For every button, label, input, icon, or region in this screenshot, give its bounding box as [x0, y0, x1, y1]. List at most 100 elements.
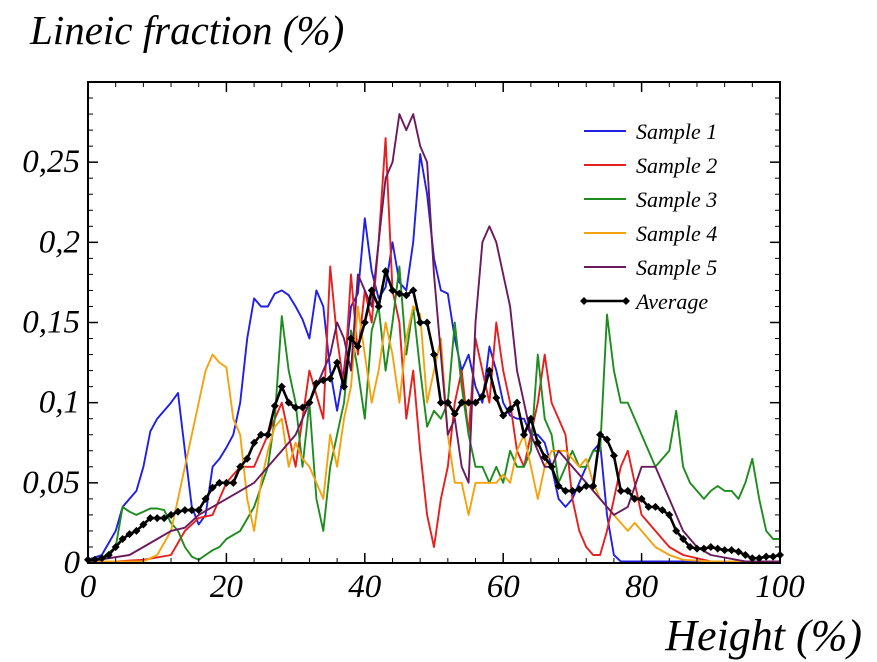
- average-marker: [506, 405, 515, 414]
- average-marker: [492, 393, 501, 402]
- average-marker: [153, 514, 162, 523]
- average-marker: [423, 318, 432, 327]
- average-marker: [596, 430, 605, 439]
- average-marker: [430, 350, 438, 359]
- x-tick-label: 20: [210, 569, 244, 605]
- average-marker: [180, 506, 189, 515]
- y-tick-label: 0: [64, 545, 81, 581]
- average-marker: [686, 542, 695, 551]
- y-tick-label: 0,05: [22, 465, 80, 501]
- average-marker: [485, 366, 494, 375]
- series-line-3: [87, 265, 780, 561]
- average-marker: [692, 544, 701, 553]
- average-marker: [395, 289, 404, 298]
- average-marker: [298, 403, 307, 412]
- average-marker: [589, 482, 598, 491]
- average-marker: [706, 542, 715, 551]
- average-marker: [436, 398, 445, 407]
- average-marker: [236, 462, 245, 471]
- average-marker: [547, 462, 556, 471]
- average-marker: [720, 546, 729, 555]
- average-marker: [499, 411, 508, 420]
- average-marker: [409, 286, 418, 295]
- average-marker: [679, 534, 688, 543]
- average-marker: [270, 401, 279, 410]
- average-marker: [526, 414, 535, 423]
- average-marker: [609, 451, 618, 460]
- average-marker: [194, 506, 203, 515]
- average-marker: [616, 486, 625, 495]
- average-marker: [561, 486, 570, 495]
- series-line-2: [88, 137, 780, 563]
- average-marker: [360, 318, 369, 327]
- average-marker: [353, 342, 362, 351]
- average-marker: [277, 382, 286, 391]
- legend: Sample 1 Sample 2 Sample 3 Sample 4 Sample 5…: [580, 119, 717, 314]
- average-marker: [118, 534, 127, 543]
- average-marker: [257, 430, 265, 439]
- average-marker: [416, 318, 425, 327]
- average-marker: [727, 546, 736, 555]
- average-marker: [478, 392, 487, 401]
- legend-label-6: Average: [634, 289, 708, 314]
- average-marker: [513, 398, 522, 407]
- average-marker: [125, 530, 134, 539]
- average-marker: [160, 514, 169, 523]
- average-marker: [132, 526, 141, 535]
- average-marker: [146, 514, 155, 523]
- average-marker: [305, 398, 314, 407]
- average-marker: [443, 398, 452, 407]
- average-marker: [741, 550, 750, 559]
- average-marker: [243, 454, 252, 463]
- average-marker: [250, 438, 259, 447]
- average-marker: [637, 494, 646, 503]
- average-marker: [519, 430, 528, 439]
- average-marker: [457, 398, 466, 407]
- average-marker: [603, 435, 611, 444]
- average-marker: [651, 502, 660, 511]
- average-marker: [187, 506, 196, 515]
- average-marker: [222, 478, 231, 487]
- x-axis-label: Height (%): [664, 611, 862, 660]
- x-tick-label: 100: [755, 569, 805, 605]
- average-marker: [97, 554, 106, 563]
- axes-layer: 0 20 40 60 80 100 0 0,05 0,1 0,15 0,2 0,25: [22, 81, 805, 605]
- average-marker: [450, 409, 459, 418]
- legend-marker: [580, 297, 588, 305]
- average-marker: [755, 554, 764, 563]
- x-tick-label: 40: [348, 569, 382, 605]
- average-marker: [554, 482, 563, 491]
- average-marker: [665, 510, 674, 519]
- average-marker: [388, 286, 397, 295]
- average-marker: [340, 382, 349, 391]
- average-marker: [229, 478, 238, 487]
- y-tick-label: 0,25: [22, 144, 80, 180]
- x-tick-label: 60: [487, 569, 521, 605]
- average-marker: [326, 374, 335, 383]
- average-marker: [699, 544, 708, 553]
- average-marker: [90, 555, 99, 564]
- average-marker: [658, 506, 667, 515]
- average-marker: [208, 483, 217, 492]
- average-marker: [201, 494, 210, 503]
- average-marker: [111, 542, 120, 551]
- y-tick-label: 0,2: [39, 224, 80, 260]
- series-layer: [84, 113, 784, 564]
- chart-title: Lineic fraction (%): [29, 7, 344, 53]
- average-marker: [644, 502, 653, 511]
- legend-label-2: Sample 2: [636, 153, 717, 178]
- average-marker: [575, 485, 584, 494]
- legend-marker: [622, 297, 630, 305]
- average-marker: [672, 526, 681, 535]
- average-marker: [263, 430, 272, 439]
- average-marker: [533, 438, 542, 447]
- x-tick-label: 0: [80, 569, 97, 605]
- average-marker: [713, 544, 722, 553]
- average-marker: [464, 398, 473, 407]
- average-marker: [540, 453, 549, 462]
- average-marker: [173, 507, 182, 516]
- average-marker: [471, 398, 480, 407]
- average-marker: [215, 478, 224, 487]
- average-marker: [167, 510, 176, 519]
